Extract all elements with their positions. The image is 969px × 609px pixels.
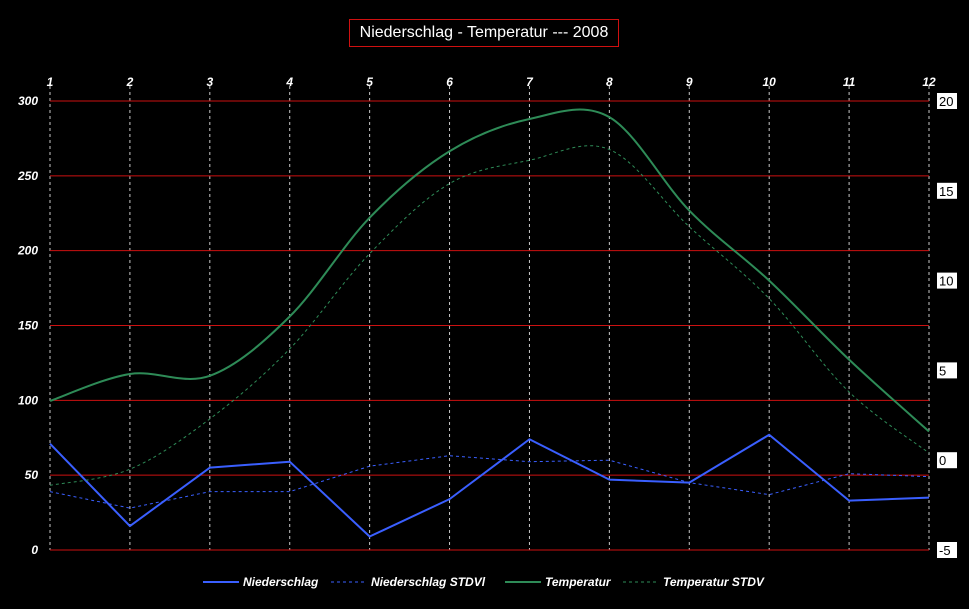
series-line-niederschlag [49,433,930,538]
y-right-tick-box [937,272,957,289]
y-right-tick-box [937,542,957,558]
series-line-temperatur-stdv [49,145,930,486]
x-tick-label: 4 [285,75,293,89]
y-left-tick-label: 0 [31,543,38,557]
y-left-tick-label: 250 [17,169,38,183]
x-tick-label: 9 [686,75,693,89]
x-tick-label: 2 [126,75,134,89]
chart-title: Niederschlag - Temperatur --- 2008 [349,19,619,47]
x-tick-label: 1 [47,75,54,89]
x-tick-label: 8 [606,75,613,89]
x-tick-label: 3 [206,75,213,89]
y-right-tick-box [937,452,957,469]
y-left-tick-label: 50 [25,468,39,482]
legend-label-niederschlag-stdvl: Niederschlag STDVl [371,575,486,589]
y-right-tick-label: 20 [939,94,953,109]
legend-label-niederschlag: Niederschlag [243,575,319,589]
y-left-tick-label: 200 [17,244,38,258]
y-left-tick-label: 100 [18,393,38,407]
y-right-tick-box [937,93,957,109]
y-left-tick-label: 300 [18,94,38,108]
x-tick-label: 5 [366,75,373,89]
series-line-niederschlag-stdvl [49,455,930,509]
x-tick-label: 11 [843,75,856,89]
x-tick-label: 10 [763,75,777,89]
y-right-tick-box [937,182,957,199]
x-tick-label: 6 [446,75,453,89]
y-right-tick-label: 5 [939,363,946,378]
chart-title-text: Niederschlag - Temperatur --- 2008 [359,24,609,41]
y-right-tick-label: -5 [939,543,951,558]
x-tick-label: 7 [526,75,534,89]
y-right-tick-label: 15 [939,184,953,199]
legend-label-temperatur: Temperatur [545,575,612,589]
x-tick-label: 12 [922,75,936,89]
y-right-tick-label: 10 [939,274,953,289]
y-right-tick-label: 0 [939,453,946,468]
series-line-temperatur [49,108,930,433]
y-right-tick-box [937,362,957,379]
y-left-tick-label: 150 [18,319,38,333]
legend-label-temperatur-stdv: Temperatur STDV [663,575,765,589]
